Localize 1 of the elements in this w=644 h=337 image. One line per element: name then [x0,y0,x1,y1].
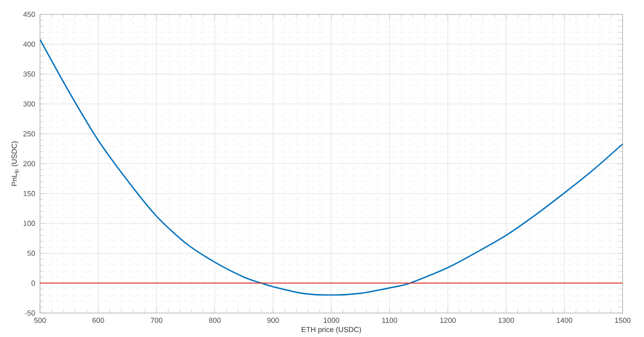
line-series [40,38,623,296]
